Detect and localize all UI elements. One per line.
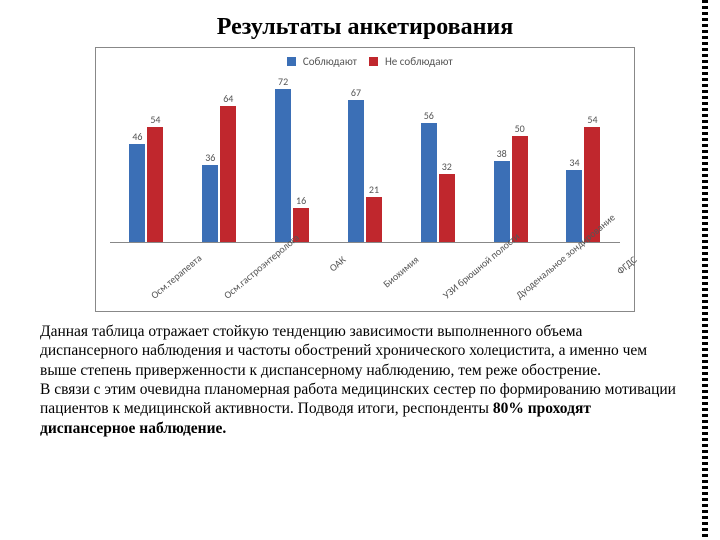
bar-a: 67	[348, 100, 364, 242]
bar-b: 54	[147, 127, 163, 242]
bar-a: 56	[421, 123, 437, 242]
bar-a: 38	[494, 161, 510, 242]
bar-b: 64	[220, 106, 236, 242]
bar-group: 72 16	[275, 89, 309, 242]
bar-value-a: 67	[351, 86, 361, 99]
body-text: Данная таблица отражает стойкую тенденци…	[40, 322, 690, 438]
bar-value-b: 64	[223, 92, 233, 105]
legend-swatch-a	[287, 57, 296, 66]
bar-a: 34	[566, 170, 582, 242]
bar-group: 3850	[494, 136, 528, 242]
chart-x-labels: Осм.терапевтаОсм.гастроэнтерологаОАКБиох…	[110, 245, 620, 307]
bar-value-b: 21	[369, 183, 379, 196]
bar-value-a: 46	[132, 130, 142, 143]
page-title: Результаты анкетирования	[40, 14, 690, 41]
survey-chart: Соблюдают Не соблюдают 46543664721667215…	[95, 47, 635, 312]
slide: Результаты анкетирования Соблюдают Не со…	[0, 0, 720, 540]
bar-value-b: 54	[150, 113, 160, 126]
bar-a: 46	[129, 144, 145, 242]
bar-value-b: 16	[296, 194, 306, 207]
decorative-right-stripe	[702, 0, 708, 540]
chart-plot-area: 4654366472166721563238503454	[110, 72, 620, 243]
bar-value-a: 72	[278, 75, 288, 88]
bar-value-b: 32	[442, 160, 452, 173]
bar-a: 72	[275, 89, 291, 242]
bar-value-a: 34	[569, 156, 579, 169]
chart-legend: Соблюдают Не соблюдают	[104, 54, 626, 68]
bar-b: 50	[512, 136, 528, 242]
bar-b: 21	[366, 197, 382, 242]
bar-group: 6721	[348, 100, 382, 242]
bar-value-b: 54	[587, 113, 597, 126]
bar-group: 4654	[129, 127, 163, 242]
bar-a: 36	[202, 165, 218, 242]
bar-value-a: 38	[497, 147, 507, 160]
legend-label-b: Не соблюдают	[385, 55, 453, 68]
bar-value-b: 50	[515, 122, 525, 135]
bar-b: 32	[439, 174, 455, 242]
bar-group: 5632	[421, 123, 455, 242]
legend-swatch-b	[369, 57, 378, 66]
bar-value-a: 36	[205, 151, 215, 164]
legend-label-a: Соблюдают	[303, 55, 357, 68]
bar-group: 3664	[202, 106, 236, 242]
bar-value-a: 56	[424, 109, 434, 122]
